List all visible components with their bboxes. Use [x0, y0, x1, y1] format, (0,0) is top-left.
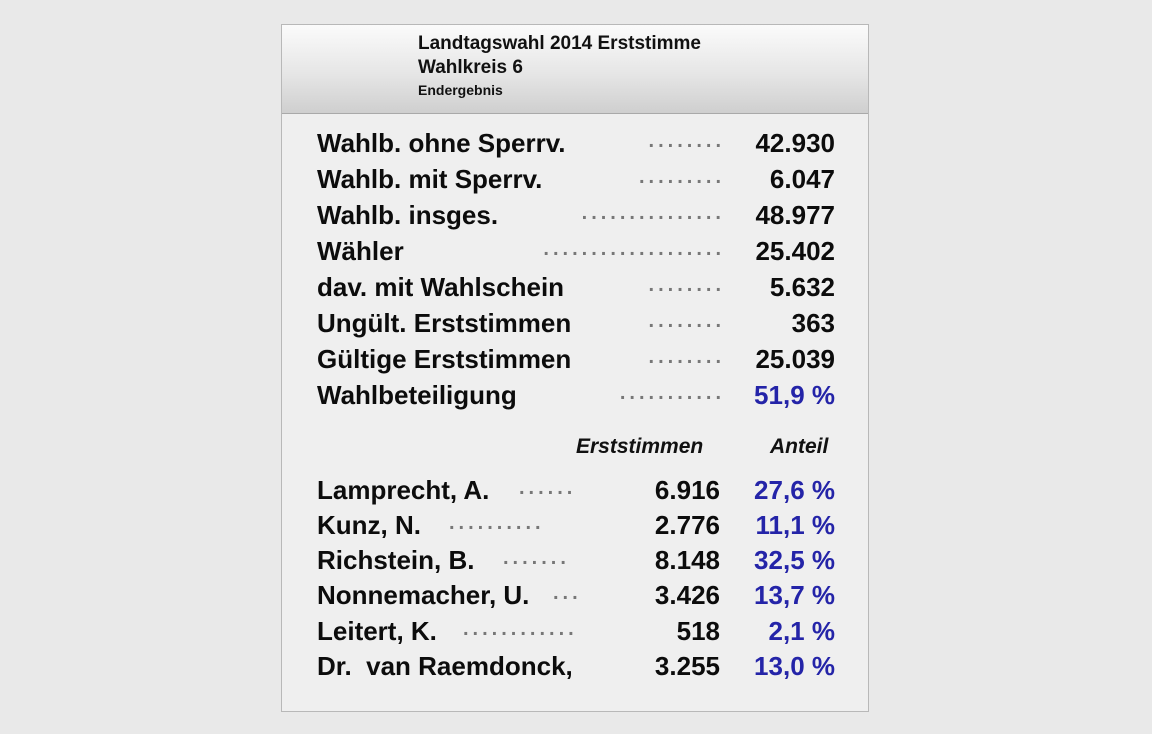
candidate-votes: 6.916 [654, 475, 720, 505]
leader-dots: ........ [648, 346, 725, 368]
candidate-votes: 3.255 [654, 651, 720, 681]
summary-row: Wähler ................... 25.402 [317, 236, 837, 266]
summary-label: Wahlb. mit Sperrv. [317, 164, 543, 194]
summary-value: 42.930 [755, 128, 835, 158]
summary-label: dav. mit Wahlschein [317, 272, 565, 302]
summary-row: dav. mit Wahlschein ........ 5.632 [317, 272, 837, 302]
election-title: Landtagswahl 2014 Erststimme [418, 33, 701, 54]
leader-dots: ... [553, 582, 582, 604]
leader-dots: .......... [449, 512, 545, 534]
summary-label: Gültige Erststimmen [317, 344, 572, 374]
summary-value: 25.039 [755, 344, 835, 374]
summary-value: 5.632 [769, 272, 835, 302]
candidate-name: Kunz, N. [317, 510, 421, 540]
candidate-row: Nonnemacher, U. ... 3.426 13,7 % [317, 580, 837, 610]
summary-label: Wahlb. insges. [317, 200, 499, 230]
district-title: Wahlkreis 6 [418, 57, 523, 78]
candidate-name: Dr. van Raemdonck, [317, 651, 573, 681]
summary-value: 48.977 [755, 200, 835, 230]
results-panel: Landtagswahl 2014 Erststimme Wahlkreis 6… [281, 24, 869, 712]
summary-row: Wahlb. ohne Sperrv. ........ 42.930 [317, 128, 837, 158]
share-column-header: Anteil [770, 435, 829, 458]
candidate-name: Lamprecht, A. [317, 475, 490, 505]
leader-dots: ............... [581, 202, 725, 224]
leader-dots: ......... [638, 166, 725, 188]
candidate-row: Dr. van Raemdonck, 3.255 13,0 % [317, 651, 837, 681]
leader-dots: ................... [543, 238, 725, 260]
votes-column-header: Erststimmen [576, 435, 704, 458]
result-status: Endergebnis [418, 82, 503, 98]
leader-dots: ...... [519, 477, 577, 499]
summary-label: Wähler [317, 236, 404, 266]
candidate-share: 27,6 % [754, 475, 835, 505]
summary-label: Wahlbeteiligung [317, 380, 517, 410]
candidate-share: 32,5 % [754, 545, 835, 575]
candidate-share: 11,1 % [755, 510, 835, 540]
leader-dots: ....... [503, 547, 570, 569]
summary-value: 25.402 [755, 236, 835, 266]
summary-row: Wahlb. insges. ............... 48.977 [317, 200, 837, 230]
candidate-share: 13,7 % [754, 580, 835, 610]
summary-value: 363 [791, 308, 835, 338]
leader-dots: ........ [648, 130, 725, 152]
leader-dots: ........ [648, 274, 725, 296]
summary-row: Gültige Erststimmen ........ 25.039 [317, 344, 837, 374]
candidate-votes: 2.776 [654, 510, 720, 540]
candidate-votes: 518 [676, 616, 720, 646]
candidate-row: Richstein, B. ....... 8.148 32,5 % [317, 545, 837, 575]
candidate-row: Kunz, N. .......... 2.776 11,1 % [317, 510, 837, 540]
summary-row: Ungült. Erststimmen ........ 363 [317, 308, 837, 338]
summary-label: Wahlb. ohne Sperrv. [317, 128, 566, 158]
summary-label: Ungült. Erststimmen [317, 308, 572, 338]
candidate-name: Leitert, K. [317, 616, 437, 646]
candidate-name: Richstein, B. [317, 545, 475, 575]
summary-value: 6.047 [769, 164, 835, 194]
candidate-share: 13,0 % [754, 651, 835, 681]
leader-dots: ........... [619, 382, 725, 404]
leader-dots: ........ [648, 310, 725, 332]
candidate-name: Nonnemacher, U. [317, 580, 530, 610]
panel-header: Landtagswahl 2014 Erststimme Wahlkreis 6… [282, 25, 868, 114]
candidate-row: Lamprecht, A. ...... 6.916 27,6 % [317, 475, 837, 505]
candidate-row: Leitert, K. ............ 518 2,1 % [317, 616, 837, 646]
candidate-votes: 8.148 [654, 545, 720, 575]
leader-dots: ............ [463, 618, 578, 640]
turnout-row: Wahlbeteiligung ........... 51,9 % [317, 380, 837, 410]
summary-row: Wahlb. mit Sperrv. ......... 6.047 [317, 164, 837, 194]
candidate-votes: 3.426 [654, 580, 720, 610]
turnout-value: 51,9 % [754, 380, 835, 410]
candidate-share: 2,1 % [768, 616, 836, 646]
